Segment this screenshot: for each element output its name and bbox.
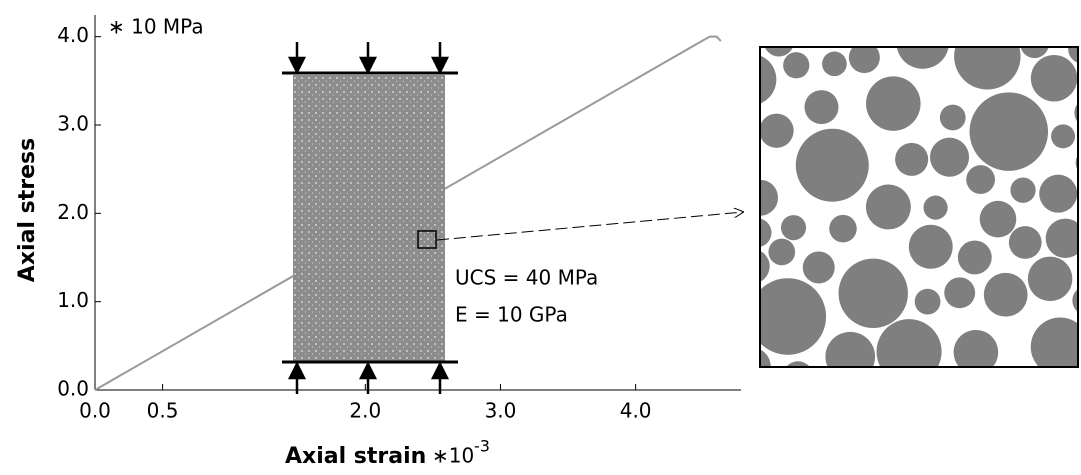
grain — [735, 249, 769, 283]
grain — [958, 241, 992, 275]
zoom-pointer — [437, 212, 743, 240]
grain — [764, 26, 794, 56]
grain — [944, 277, 975, 308]
grain — [915, 289, 941, 315]
grain — [954, 23, 1020, 89]
grain — [742, 218, 771, 247]
grain — [866, 76, 921, 131]
grain — [1051, 124, 1075, 148]
grain — [980, 201, 1017, 238]
grain — [822, 52, 847, 77]
grain — [866, 185, 911, 230]
grain — [804, 90, 838, 124]
grain — [783, 52, 809, 78]
grain — [930, 138, 969, 177]
grain — [759, 114, 793, 148]
y-tick-label: 3.0 — [57, 112, 89, 136]
grain — [825, 332, 875, 382]
grain — [1020, 29, 1049, 58]
grain — [1009, 226, 1042, 259]
grain — [909, 225, 953, 269]
grain — [1028, 257, 1073, 302]
x-axis-label: Axial strain — [285, 444, 426, 469]
grain — [1039, 175, 1077, 213]
x-tick-label: 2.0 — [349, 399, 381, 423]
grain — [1031, 55, 1077, 101]
grain — [984, 273, 1028, 317]
grain — [896, 16, 949, 69]
grain — [1010, 178, 1035, 203]
grain — [877, 319, 942, 384]
y-tick-label: 2.0 — [57, 200, 89, 224]
figure: ∗ 10 MPa Axial stress Axial strain ∗10 -… — [0, 0, 1081, 471]
grain — [970, 92, 1048, 170]
annotation: UCS = 40 MPa — [455, 266, 598, 290]
grain — [923, 196, 947, 220]
grain — [796, 129, 869, 202]
grain — [839, 259, 908, 328]
y-axis-label: Axial stress — [15, 138, 40, 282]
grain — [724, 54, 776, 106]
zoom-view — [724, 16, 1081, 392]
x-tick-label: 0.5 — [147, 399, 179, 423]
y-unit: ∗ 10 MPa — [108, 15, 204, 39]
grain — [829, 215, 857, 243]
grain — [966, 165, 995, 194]
grain — [940, 105, 966, 131]
annotation: E = 10 GPa — [455, 303, 568, 327]
y-tick-label: 0.0 — [57, 377, 89, 401]
y-tick-label: 4.0 — [57, 23, 89, 47]
x-tick-label: 4.0 — [620, 399, 652, 423]
x-tick-label: 3.0 — [485, 399, 517, 423]
grain — [781, 215, 806, 240]
x-tick-label: 0.0 — [79, 399, 111, 423]
specimen — [282, 42, 743, 394]
grain — [895, 143, 928, 176]
grain — [803, 251, 835, 283]
x-unit: ∗10 — [432, 444, 474, 468]
x-unit-exponent: -3 — [474, 437, 490, 456]
specimen-body — [293, 75, 445, 362]
y-tick-label: 1.0 — [57, 288, 89, 312]
grain — [768, 239, 795, 266]
grain — [783, 361, 814, 392]
